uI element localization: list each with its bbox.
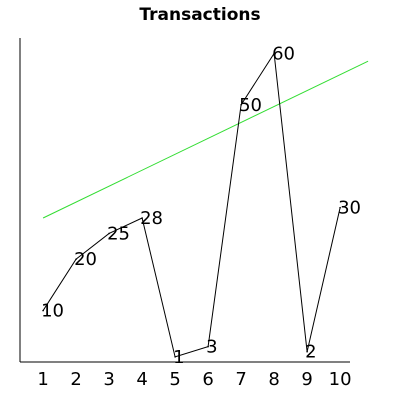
series-line [43,53,340,356]
x-tick-layer: 1 2 3 4 5 6 7 8 9 10 [37,369,351,390]
trendline-layer [43,61,368,218]
x-tick-label: 1 [37,369,48,390]
series-layer [42,53,341,358]
x-tick-label: 8 [268,369,279,390]
data-label: 25 [107,223,130,244]
x-tick-label: 10 [329,369,352,390]
x-tick-label: 3 [103,369,114,390]
data-label: 3 [206,337,217,358]
data-label: 1 [173,347,184,368]
chart-title: Transactions [139,5,260,25]
x-tick-label: 5 [169,369,180,390]
x-tick-label: 6 [202,369,213,390]
data-label: 60 [272,43,295,64]
trendline [43,61,368,218]
data-label: 28 [140,208,163,229]
x-tick-label: 7 [235,369,246,390]
data-label: 50 [239,95,262,116]
data-label: 30 [338,198,361,219]
data-label: 10 [41,301,64,322]
data-label-layer: 10 20 25 28 1 3 50 60 2 30 [41,43,361,367]
x-tick-label: 4 [136,369,147,390]
data-label: 2 [305,342,316,363]
x-tick-label: 2 [70,369,81,390]
x-tick-label: 9 [301,369,312,390]
data-label: 20 [74,249,97,270]
